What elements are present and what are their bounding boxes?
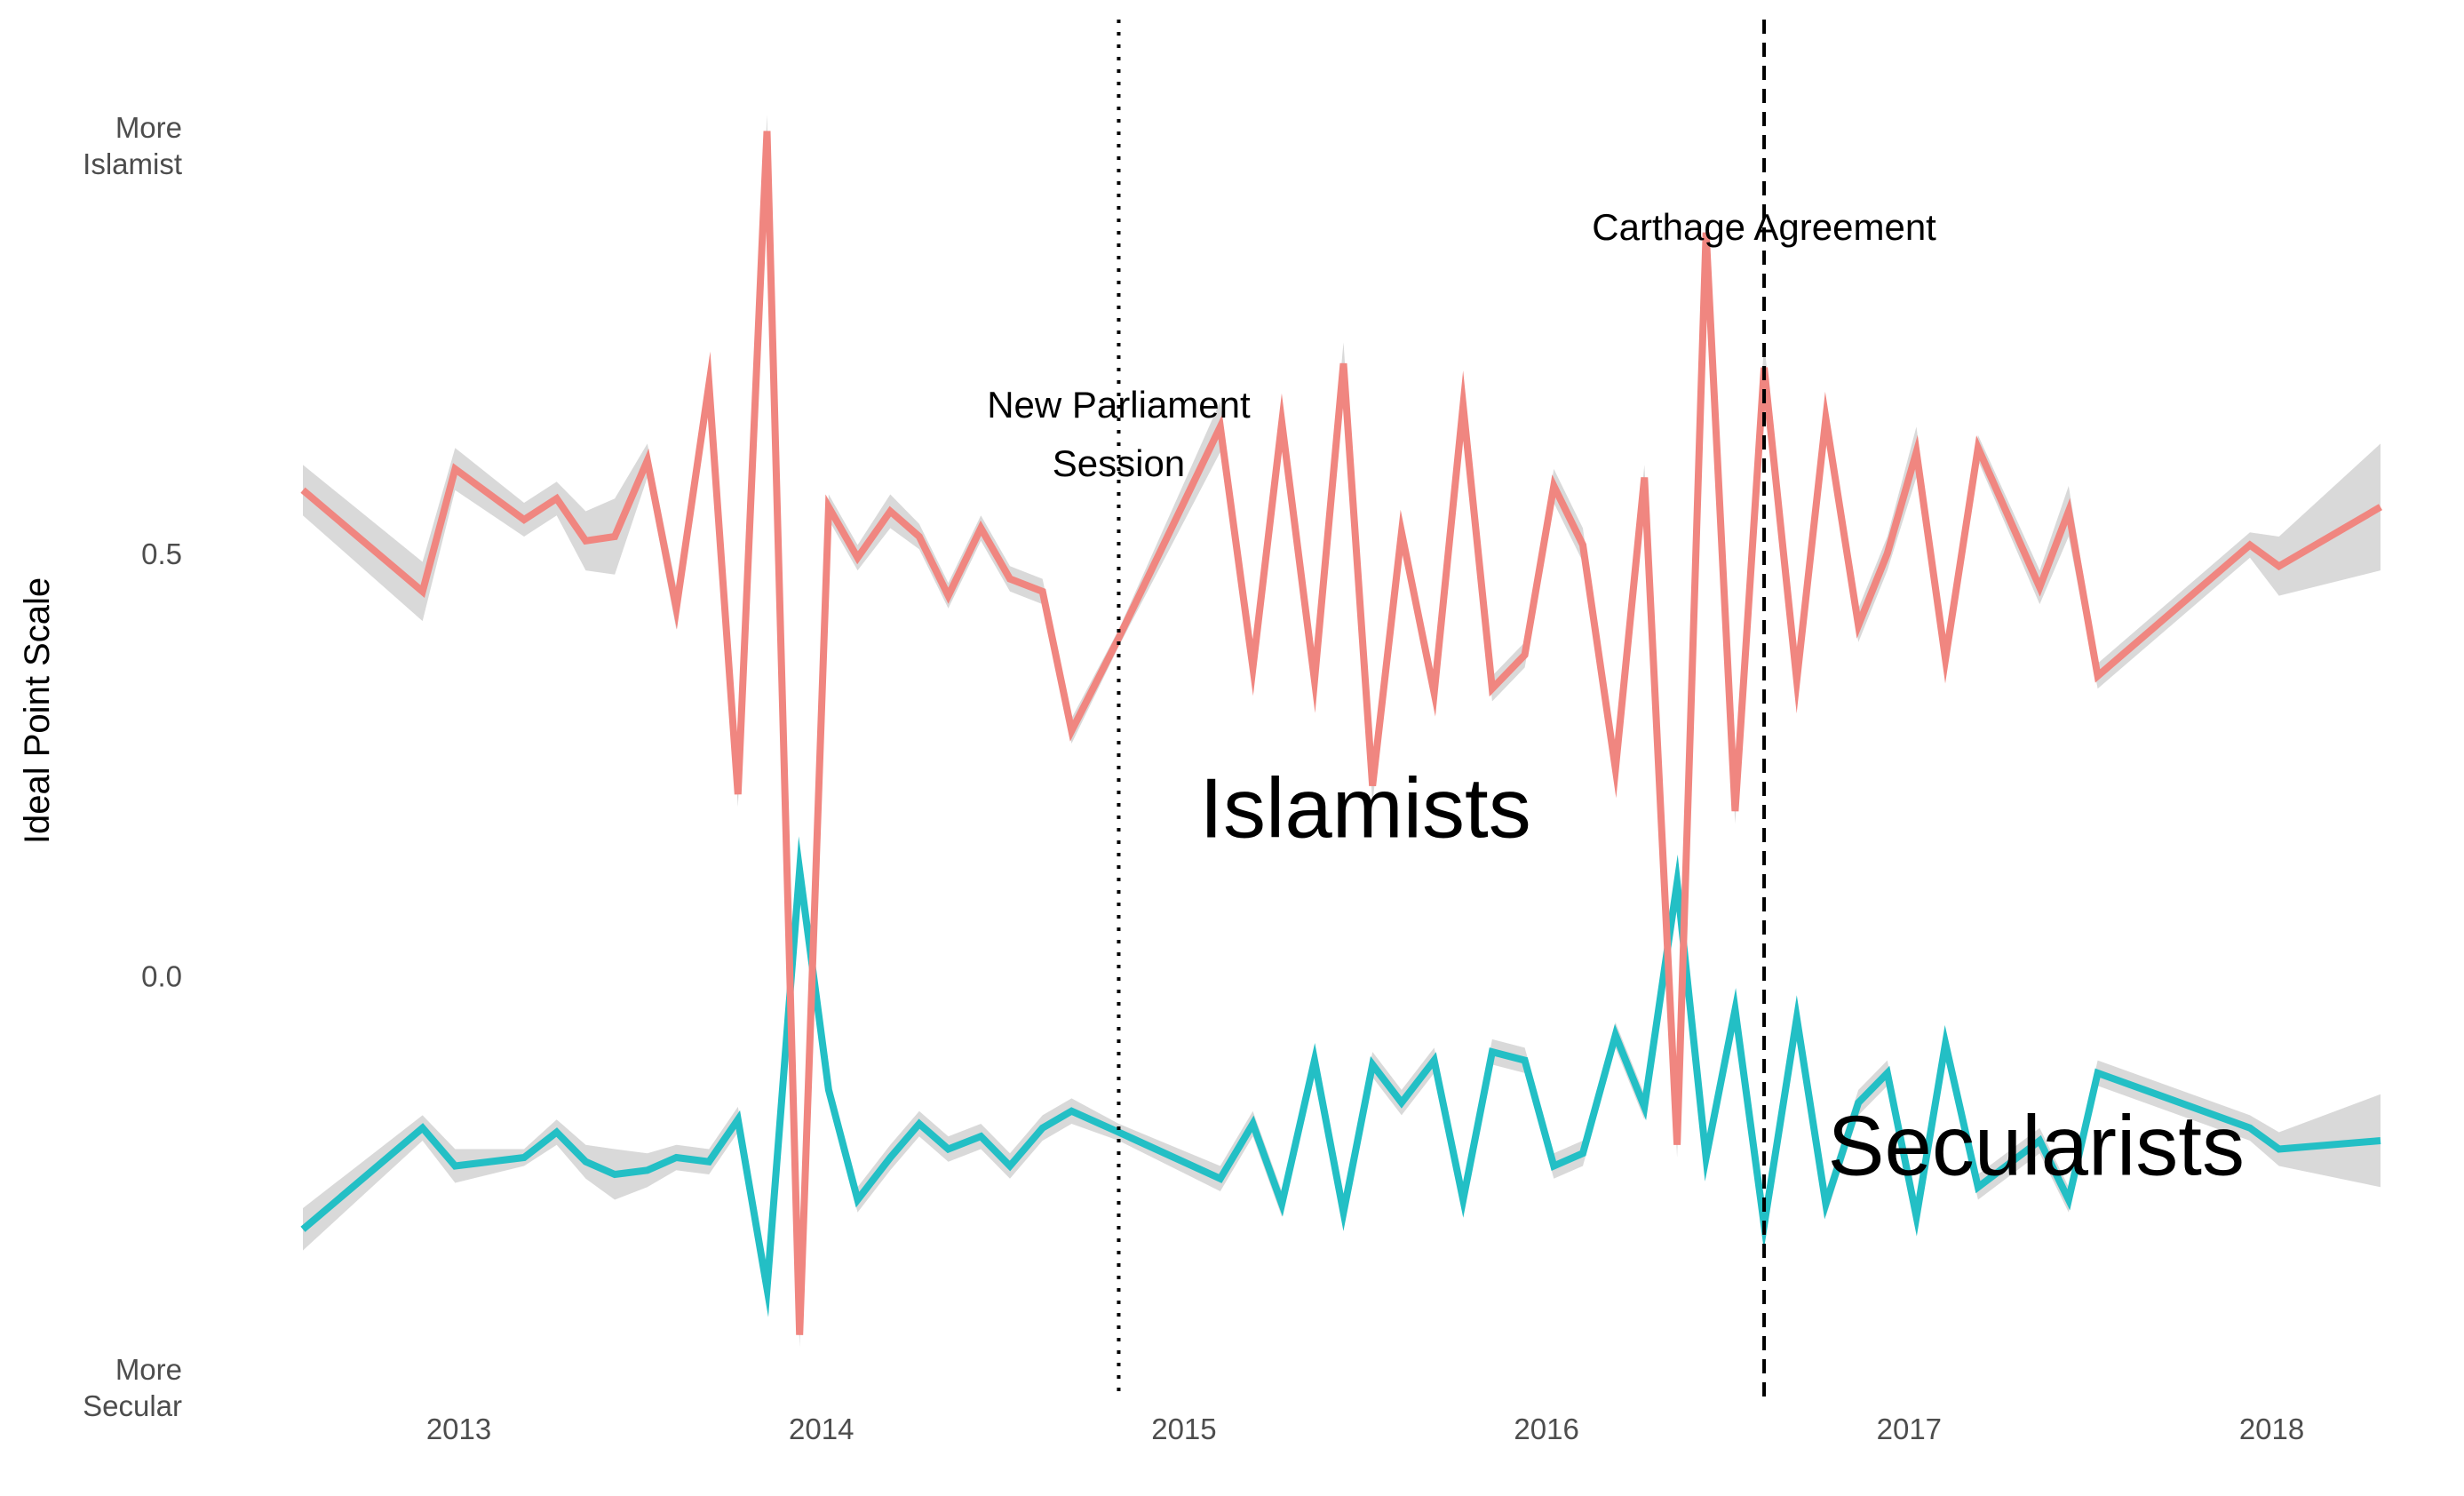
event-label-new-parliament-line-1: Session [1053, 442, 1185, 484]
series-annotation-secularists: Secularists [1827, 1099, 2245, 1194]
y-axis-title: Ideal Point Scale [18, 577, 57, 844]
series-annotation-islamists: Islamists [1199, 760, 1530, 855]
event-label-new-parliament-line-0: New Parliament [987, 384, 1251, 426]
x-tick-label: 2015 [1151, 1412, 1216, 1445]
y-end-label-top: More [115, 111, 182, 144]
y-tick-label: 0.0 [141, 960, 182, 993]
y-tick-label: 0.5 [141, 537, 182, 570]
x-tick-label: 2017 [1877, 1412, 1942, 1445]
series-line-secularists [300, 836, 2381, 1317]
x-tick-label: 2014 [789, 1412, 854, 1445]
event-label-carthage-line-0: Carthage Agreement [1592, 206, 1936, 248]
x-tick-label: 2013 [426, 1412, 491, 1445]
x-tick-label: 2018 [2239, 1412, 2304, 1445]
annotations: New Parliament Session Carthage Agreement I… [987, 206, 2245, 1194]
series-line-islamists [300, 131, 2383, 1335]
axes: 2013 2014 2015 2016 2017 20180.50.0MoreIslami… [18, 111, 2304, 1445]
y-end-label-bottom: Secular [83, 1389, 182, 1422]
y-end-label-bottom: More [115, 1353, 182, 1386]
y-end-label-top: Islamist [83, 147, 182, 180]
confidence-band-secularists [303, 857, 2381, 1301]
series-lines [300, 131, 2383, 1335]
x-tick-label: 2016 [1514, 1412, 1578, 1445]
